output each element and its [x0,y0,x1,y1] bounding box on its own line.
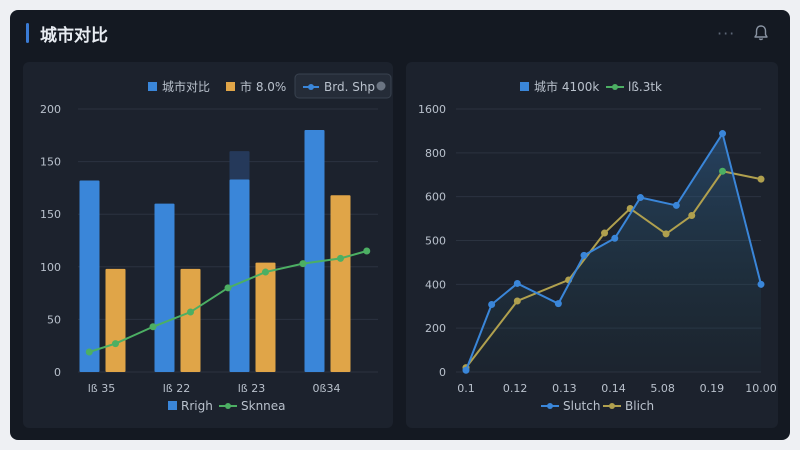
legend-label: 城市对比 [162,79,210,94]
legend-label: lß.3tk [628,80,662,94]
legend-swatch [168,401,177,410]
y-tick-label: 1600 [418,103,446,116]
line-point[interactable] [719,167,727,175]
bar-chart-panel: 0 50 100 150 150 200 lß 35 lß 22 lß 23 0ß34 城市对比 市 … [23,62,393,428]
legend-swatch [226,82,235,91]
y-tick-label: 600 [425,191,446,204]
x-tick-label: lß 23 [238,382,265,395]
line-point[interactable] [757,280,765,288]
bell-icon[interactable] [752,24,770,42]
legend-dot [308,84,314,90]
legend-dot [612,84,618,90]
y-tick-label: 150 [40,156,61,169]
line-point[interactable] [719,130,727,138]
legend-pill[interactable] [294,73,392,99]
legend-swatch [520,82,529,91]
y-tick-label: 0 [54,366,61,379]
y-tick-label: 500 [425,235,446,248]
bar-line-chart: 0 50 100 150 150 200 lß 35 lß 22 lß 23 0ß34 城市对比 市 … [40,73,392,413]
header: 城市对比 ··· [10,10,790,56]
legend-dot [609,403,615,409]
x-tick-label: lß 22 [163,382,190,395]
line-chart-panel: 0 200 400 500 600 800 1600 0.1 0.12 0.13 0.14 5.08 0… [406,62,778,428]
bar-series-2[interactable] [180,268,201,372]
line-point[interactable] [601,229,609,237]
line-point[interactable] [488,300,496,308]
bar-series-2[interactable] [330,195,351,372]
x-tick-label: 0.14 [601,382,626,395]
y-tick-label: 150 [40,208,61,221]
line-point[interactable] [513,297,521,305]
y-tick-label: 200 [425,322,446,335]
line-point[interactable] [688,212,696,220]
line-point[interactable] [580,251,588,259]
legend-toggle-icon[interactable] [376,81,386,91]
line-point[interactable] [262,268,269,276]
bar-series-2[interactable] [105,268,126,372]
line-series-blue [465,131,762,371]
legend-swatch [148,82,157,91]
y-tick-label: 50 [47,313,61,326]
x-tick-label: 10.00 [745,382,777,395]
y-tick-label: 200 [40,103,61,116]
line-point[interactable] [636,194,644,202]
line-point[interactable] [224,284,232,292]
line-point[interactable] [112,340,119,348]
legend-label: Rrigh [181,399,213,413]
x-tick-label: 0.12 [503,382,528,395]
y-tick-label: 0 [439,366,446,379]
line-point[interactable] [672,201,680,209]
multi-line-chart: 0 200 400 500 600 800 1600 0.1 0.12 0.13 0.14 5.08 0… [418,79,777,413]
line-point[interactable] [299,260,307,268]
x-tick-label: 0ß34 [313,382,341,395]
line-point[interactable] [363,247,371,255]
legend-label: Sknnea [241,399,286,413]
title-accent-bar [26,23,29,43]
bar-series-1[interactable] [79,180,100,372]
y-tick-label: 400 [425,278,446,291]
line-point[interactable] [462,366,470,374]
x-tick-label: 0.13 [552,382,577,395]
y-tick-label: 800 [425,147,446,160]
line-series [88,250,368,353]
bar-series-1[interactable] [229,179,250,372]
line-point[interactable] [513,279,521,287]
line-point[interactable] [662,230,670,238]
legend-label: 城市 4100k [534,79,599,94]
area-fill [466,133,761,372]
x-tick-label: 0.1 [457,382,475,395]
line-point[interactable] [187,308,194,316]
x-tick-label: lß 35 [88,382,115,395]
line-point[interactable] [149,323,157,331]
page-title: 城市对比 [40,26,108,46]
line-point[interactable] [611,234,619,242]
legend-dot [225,403,231,409]
more-dots-icon[interactable]: ··· [717,24,736,43]
line-point[interactable] [757,175,765,183]
dashboard-window: 城市对比 ··· 0 50 100 150 150 200 lß 35 lß 22 lß 23 0… [10,10,790,440]
legend-label: 市 8.0% [240,79,286,94]
legend-label: Brd. Shp [324,80,375,94]
line-point[interactable] [554,300,562,308]
x-tick-label: 5.08 [650,382,675,395]
legend-label: Blich [625,399,654,413]
line-point[interactable] [85,348,93,356]
line-point[interactable] [337,254,344,262]
y-tick-label: 100 [40,261,61,274]
x-tick-label: 0.19 [700,382,725,395]
legend-label: Slutch [563,399,600,413]
bar-series-1[interactable] [304,130,325,372]
bar-series-1[interactable] [154,203,175,372]
bar-series-2[interactable] [255,262,276,372]
legend-dot [547,403,553,409]
